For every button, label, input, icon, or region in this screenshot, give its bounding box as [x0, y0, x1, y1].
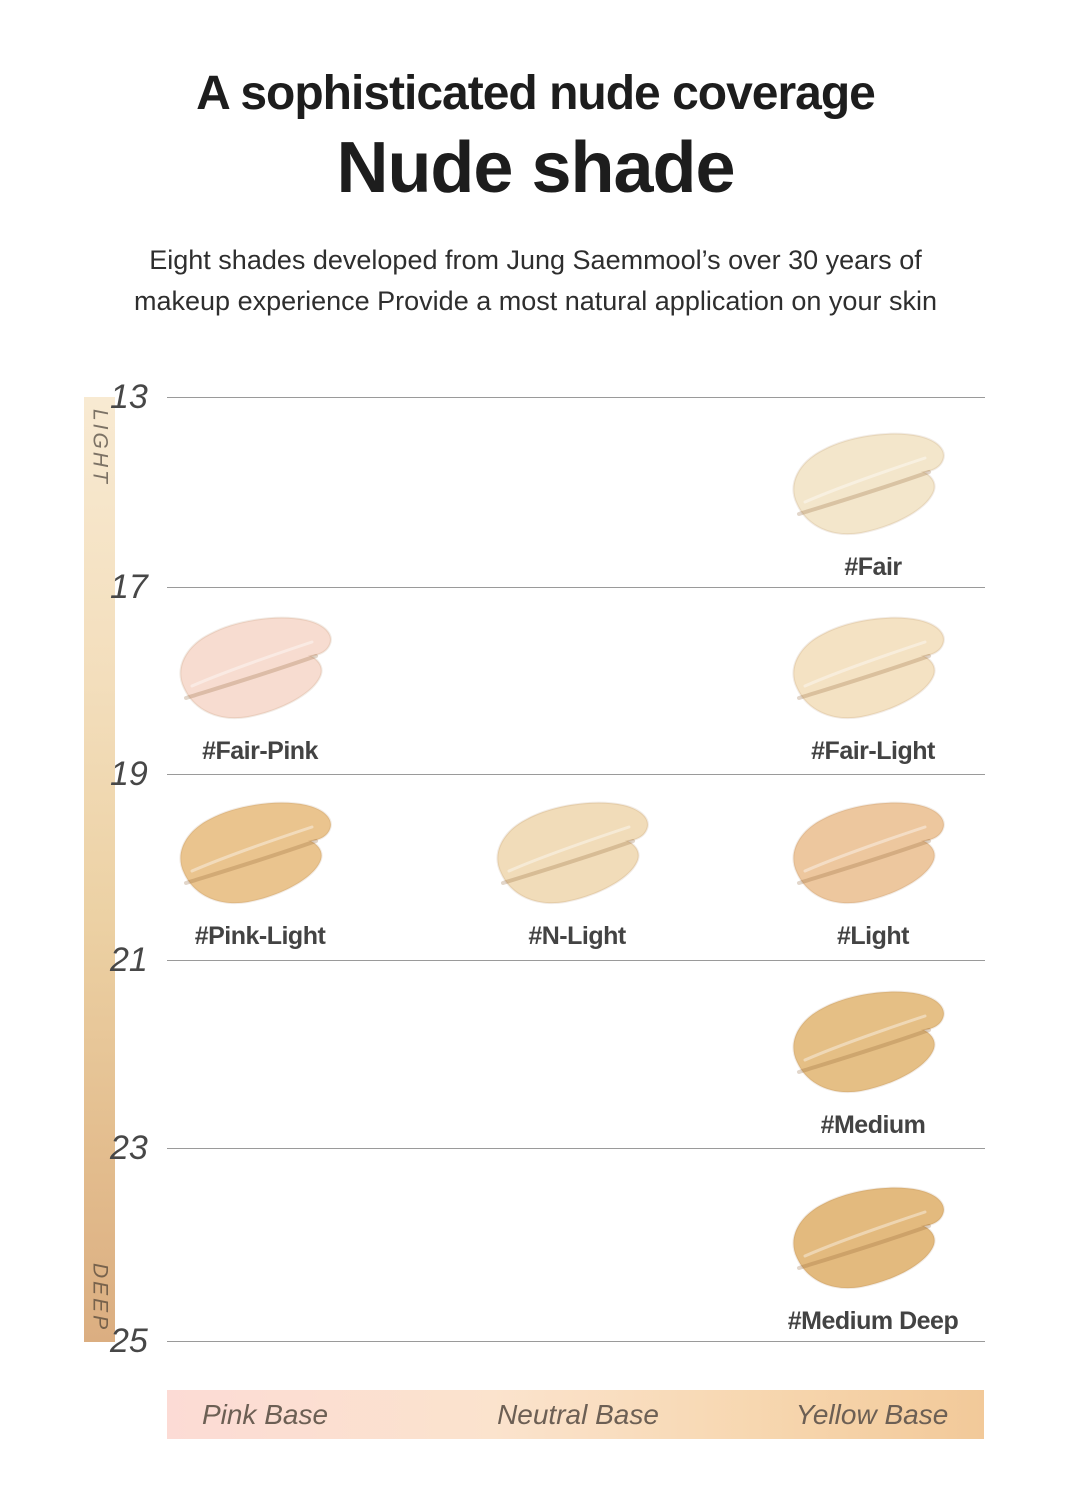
neutral-base-label: Neutral Base — [497, 1399, 659, 1430]
tagline: A sophisticated nude coverage — [196, 67, 876, 120]
gridline-19: 19 — [110, 755, 985, 793]
foundation-smear-icon — [179, 801, 332, 905]
shade-label: #Medium Deep — [787, 1307, 959, 1335]
shade-label: #Light — [837, 922, 910, 950]
shade-swatch-medium: #Medium — [783, 986, 963, 1139]
gridline-17: 17 — [110, 568, 985, 606]
gridline-21: 21 — [110, 941, 985, 979]
shade-swatch-pink-light: #Pink-Light — [170, 797, 350, 950]
axis-tick-13: 13 — [110, 378, 148, 416]
shade-swatch-light: #Light — [783, 797, 963, 950]
shade-label: #Fair-Pink — [202, 737, 318, 765]
shade-label: #Fair-Light — [811, 737, 935, 765]
shade-label: #Pink-Light — [194, 922, 326, 950]
gridline-25: 25 — [110, 1322, 985, 1360]
shade-label: #N-Light — [528, 922, 626, 950]
pink-base-label: Pink Base — [201, 1399, 329, 1430]
yellow-base-label: Yellow Base — [795, 1399, 949, 1430]
shade-swatch-medium-deep: #Medium Deep — [783, 1182, 963, 1335]
foundation-smear-icon — [792, 801, 945, 905]
foundation-smear-icon — [179, 616, 332, 720]
axis-tick-17: 17 — [110, 568, 148, 606]
axis-tick-25: 25 — [110, 1322, 148, 1360]
gridline-13: 13 — [110, 378, 985, 416]
foundation-smear-icon — [792, 432, 945, 536]
foundation-smear-icon — [792, 616, 945, 720]
description-line-2: makeup experience Provide a most natural… — [134, 286, 937, 316]
shade-swatch-fair: #Fair — [783, 428, 963, 581]
description: Eight shades developed from Jung Saemmoo… — [0, 240, 1071, 322]
gridline-23: 23 — [110, 1129, 985, 1167]
foundation-smear-icon — [792, 990, 945, 1094]
axis-tick-19: 19 — [110, 755, 148, 793]
foundation-smear-icon — [792, 1186, 945, 1290]
shade-label: #Fair — [844, 553, 902, 581]
shade-swatch-fair-pink: #Fair-Pink — [170, 612, 350, 765]
shade-swatch-n-light: #N-Light — [487, 797, 667, 950]
description-line-1: Eight shades developed from Jung Saemmoo… — [149, 245, 922, 275]
deep-label: DEEP — [88, 1262, 112, 1332]
page-title: Nude shade — [336, 128, 735, 208]
base-gradient-bar: Pink Base Neutral Base Yellow Base — [167, 1390, 984, 1439]
light-label: LIGHT — [88, 409, 112, 486]
axis-tick-23: 23 — [110, 1129, 148, 1167]
foundation-smear-icon — [496, 801, 649, 905]
shade-swatch-fair-light: #Fair-Light — [783, 612, 963, 765]
axis-tick-21: 21 — [110, 941, 148, 979]
depth-gradient-bar: LIGHT DEEP — [84, 397, 115, 1342]
shade-label: #Medium — [820, 1111, 926, 1139]
